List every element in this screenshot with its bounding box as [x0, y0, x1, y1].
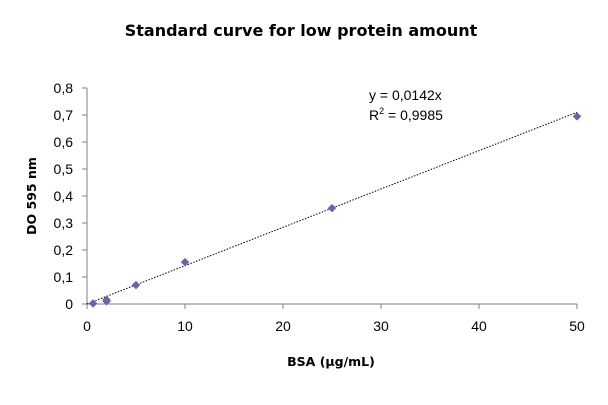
x-tick-label: 10 [177, 318, 193, 334]
y-tick-label: 0,8 [54, 80, 74, 96]
chart-title: Standard curve for low protein amount [125, 21, 478, 40]
y-tick-label: 0,2 [54, 242, 74, 258]
x-tick-label: 50 [569, 318, 585, 334]
y-tick-label: 0,1 [54, 269, 74, 285]
r-squared-exponent: 2 [379, 106, 384, 116]
y-tick-label: 0,6 [54, 134, 74, 150]
y-tick-label: 0,3 [54, 215, 74, 231]
y-tick-label: 0,7 [54, 107, 74, 123]
data-point [327, 203, 337, 213]
x-tick-label: 40 [471, 318, 487, 334]
x-axis-label: BSA (µg/mL) [287, 354, 375, 369]
x-tick-label: 20 [275, 318, 291, 334]
r-squared-prefix: R [369, 107, 379, 123]
y-tick-label: 0,5 [54, 161, 74, 177]
y-axis-label: DO 595 nm [24, 157, 39, 235]
plot-area: 0 0,1 0,2 0,3 0,4 0,5 0,6 0,7 0,8 0 10 20 30 40 50 [54, 80, 585, 334]
data-point [102, 296, 111, 306]
x-tick-label: 0 [83, 318, 91, 334]
data-point [88, 299, 98, 308]
trendline-equation: y = 0,0142x [369, 87, 442, 103]
data-point [131, 280, 141, 290]
x-tick-label: 30 [373, 318, 389, 334]
r-squared-value: = 0,9985 [384, 107, 443, 123]
data-point [180, 257, 190, 267]
data-point [572, 111, 582, 121]
trendline [86, 111, 578, 305]
r-squared-label: R2 = 0,9985 [369, 106, 443, 123]
y-tick-label: 0 [65, 296, 73, 312]
y-tick-label: 0,4 [54, 188, 74, 204]
